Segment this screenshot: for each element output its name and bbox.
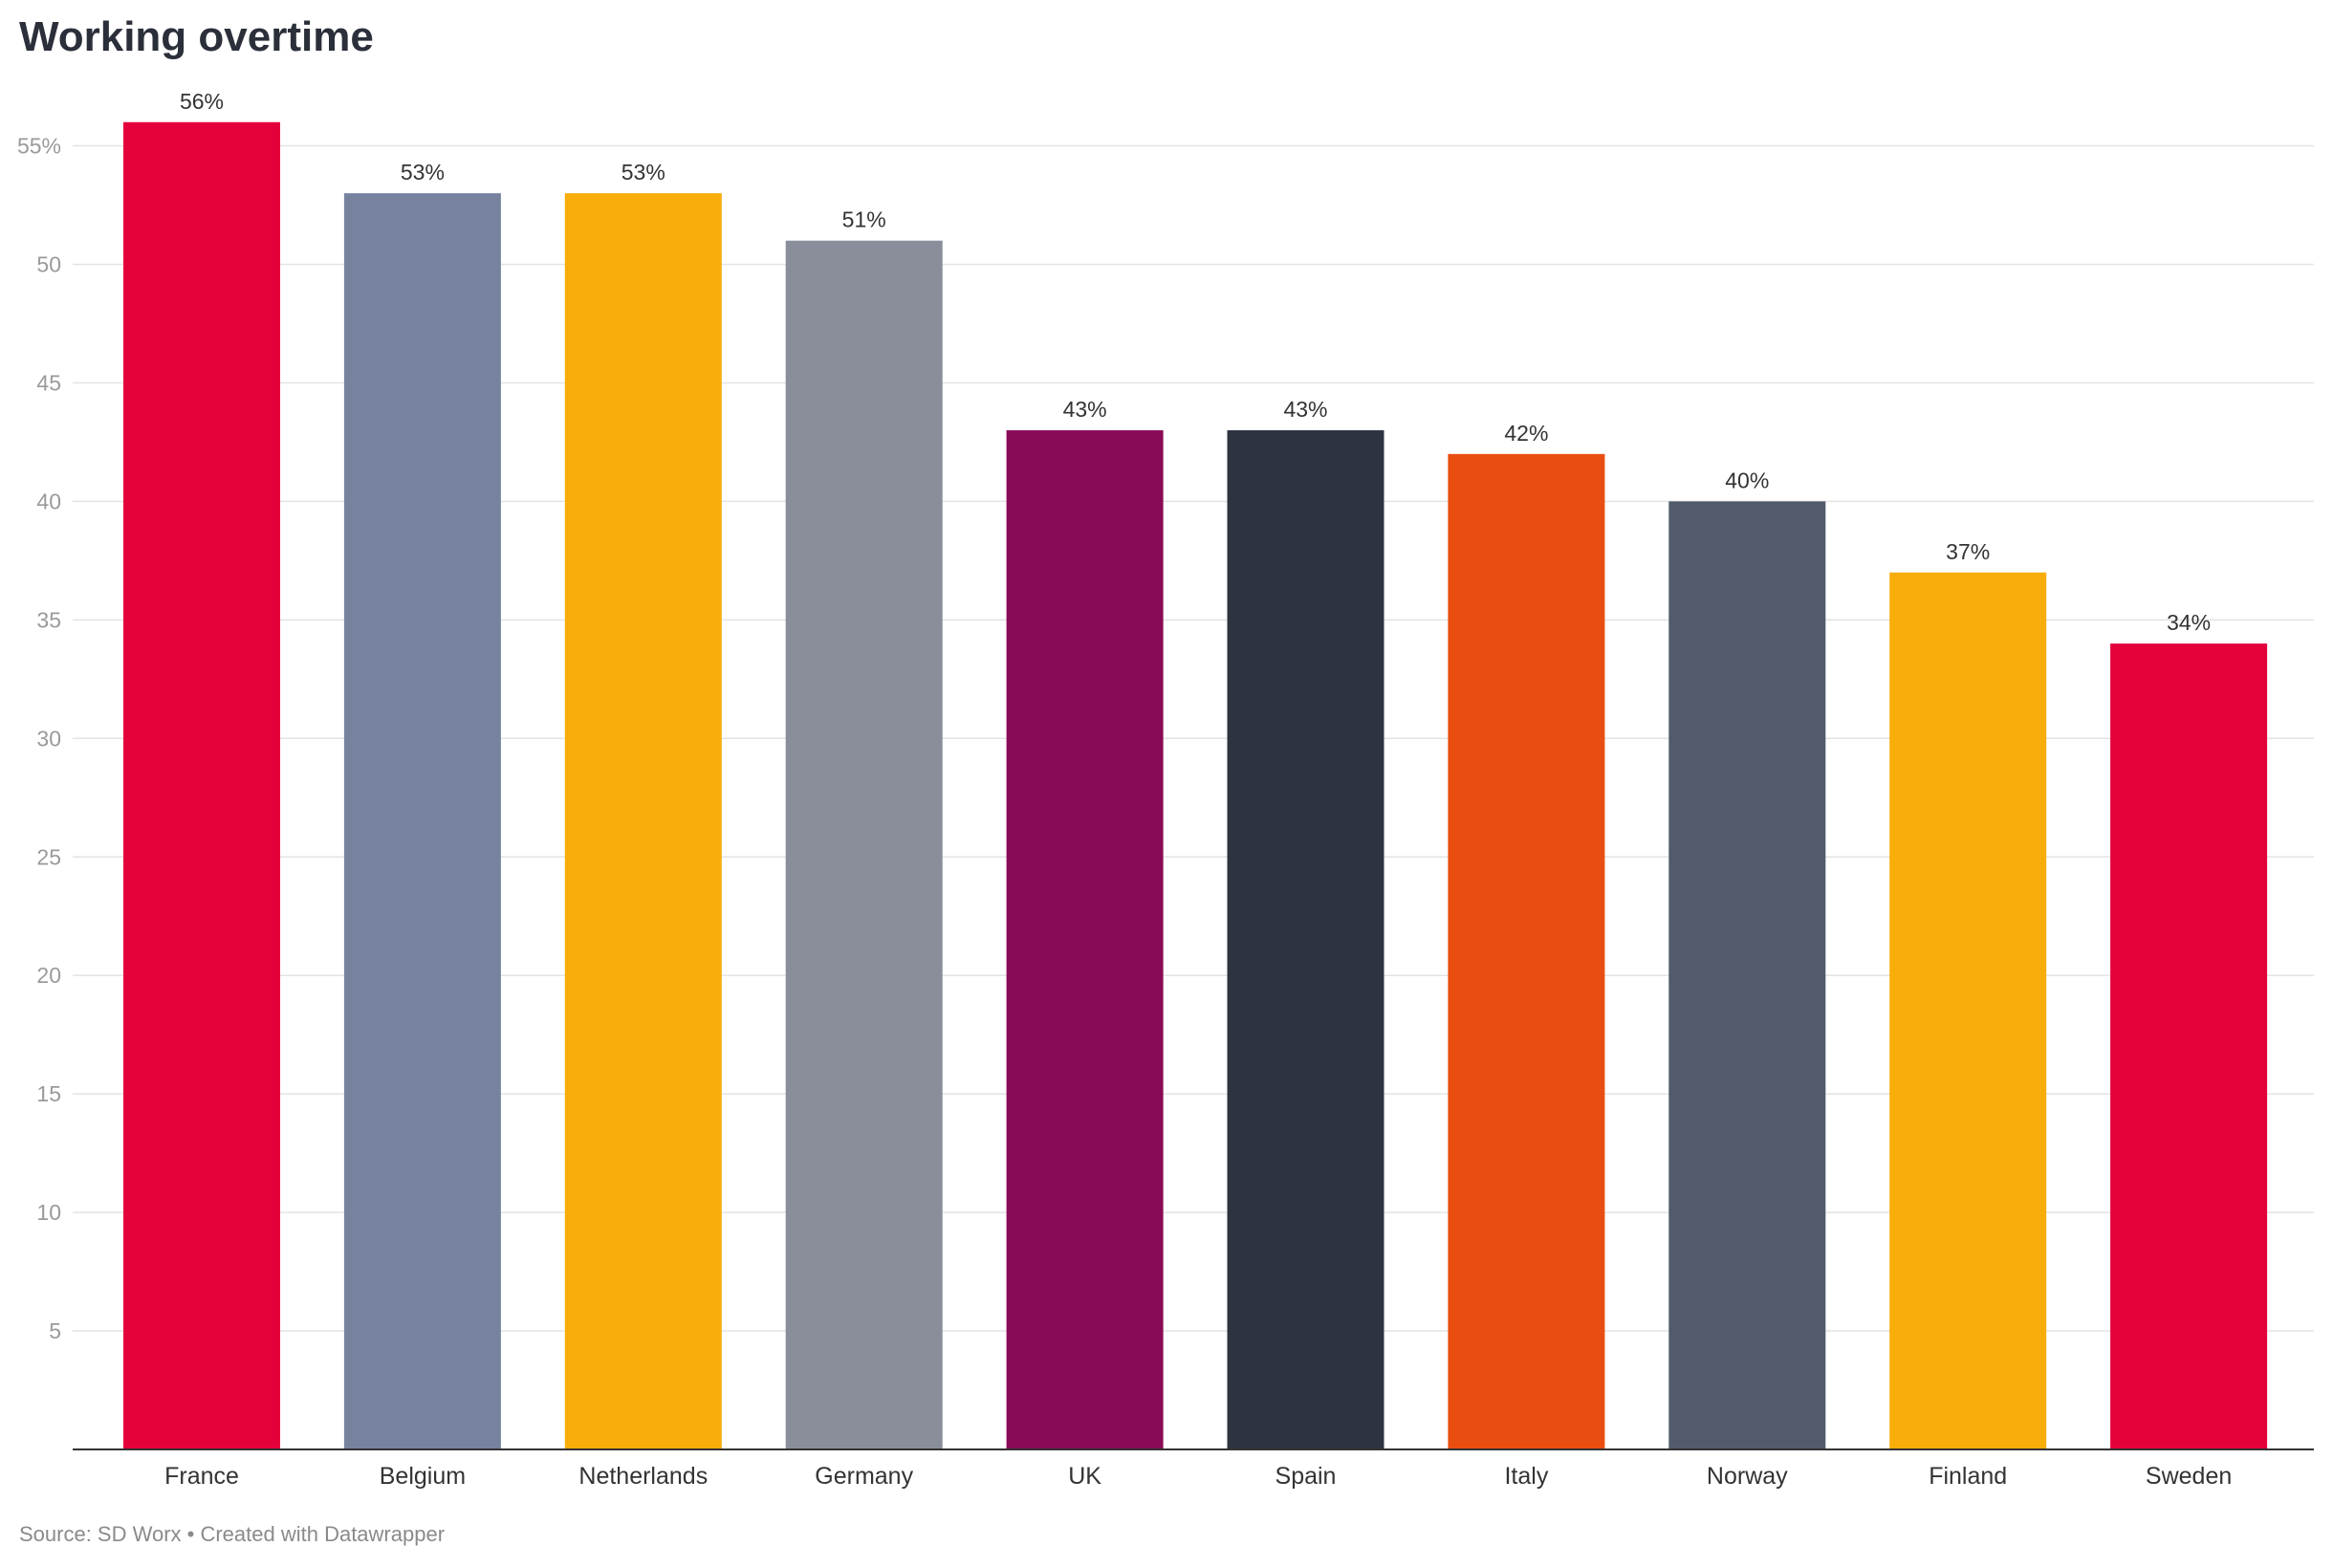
- bars: [123, 121, 2268, 1450]
- x-tick-label: Netherlands: [578, 1463, 708, 1490]
- value-label: 40%: [1725, 468, 1769, 492]
- labels: 5 10 15 20 25 30 35 40 45 50 55% 56% France 53% Belgiu…: [17, 89, 2232, 1490]
- x-tick-label: Spain: [1276, 1463, 1337, 1490]
- bar-uk: [1006, 430, 1164, 1449]
- value-label: 53%: [401, 160, 445, 185]
- bar-spain: [1227, 430, 1385, 1449]
- y-tick-label: 25: [36, 844, 61, 869]
- y-tick-label: 35: [36, 607, 61, 632]
- value-label: 37%: [1946, 539, 1990, 564]
- y-tick-label: 30: [36, 726, 61, 751]
- y-tick-label: 45: [36, 370, 61, 395]
- y-tick-label: 5: [49, 1318, 61, 1343]
- value-label: 53%: [621, 160, 665, 185]
- x-tick-label: France: [164, 1463, 239, 1490]
- bar-finland: [1889, 572, 2047, 1449]
- x-tick-label: Italy: [1504, 1463, 1548, 1490]
- value-label: 43%: [1283, 397, 1327, 422]
- x-tick-label: Sweden: [2146, 1463, 2232, 1490]
- chart-title: Working overtime: [19, 13, 374, 60]
- y-tick-label: 55%: [17, 134, 61, 159]
- x-tick-label: Germany: [815, 1463, 913, 1490]
- value-label: 56%: [180, 89, 224, 114]
- x-tick-label: Finland: [1929, 1463, 2007, 1490]
- bar-norway: [1668, 501, 1826, 1449]
- y-tick-label: 20: [36, 963, 61, 988]
- y-tick-label: 40: [36, 489, 61, 513]
- x-tick-label: Belgium: [380, 1463, 466, 1490]
- bar-france: [123, 121, 280, 1449]
- bar-sweden: [2110, 643, 2268, 1449]
- y-tick-label: 50: [36, 252, 61, 277]
- value-label: 34%: [2167, 610, 2211, 635]
- value-label: 51%: [842, 207, 886, 232]
- bar-belgium: [343, 193, 501, 1449]
- bar-germany: [785, 240, 943, 1450]
- value-label: 42%: [1504, 421, 1548, 446]
- source-note: Source: SD Worx • Created with Datawrapp…: [19, 1522, 446, 1546]
- x-tick-label: UK: [1068, 1463, 1101, 1490]
- y-tick-label: 10: [36, 1200, 61, 1225]
- bar-netherlands: [564, 193, 722, 1449]
- x-tick-label: Norway: [1707, 1463, 1788, 1490]
- value-label: 43%: [1063, 397, 1107, 422]
- y-tick-label: 15: [36, 1081, 61, 1106]
- bar-italy: [1448, 453, 1605, 1449]
